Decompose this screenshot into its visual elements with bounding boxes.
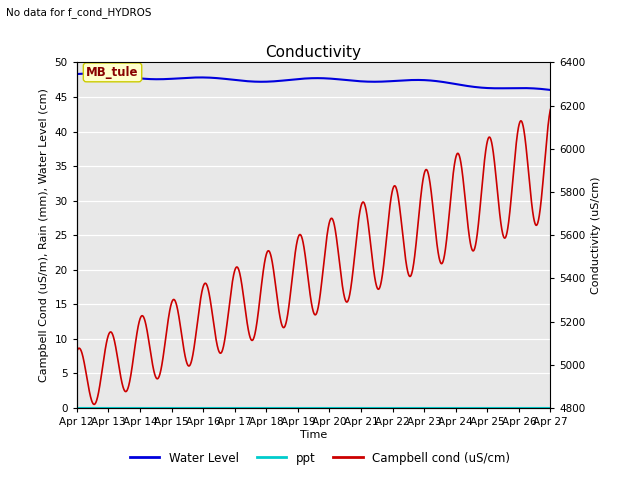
Title: Conductivity: Conductivity bbox=[266, 45, 362, 60]
Text: MB_tule: MB_tule bbox=[86, 66, 139, 79]
X-axis label: Time: Time bbox=[300, 430, 327, 440]
Legend: Water Level, ppt, Campbell cond (uS/cm): Water Level, ppt, Campbell cond (uS/cm) bbox=[125, 447, 515, 469]
Y-axis label: Conductivity (uS/cm): Conductivity (uS/cm) bbox=[591, 177, 601, 294]
Text: No data for f_cond_HYDROS: No data for f_cond_HYDROS bbox=[6, 7, 152, 18]
Y-axis label: Campbell Cond (uS/m), Rain (mm), Water Level (cm): Campbell Cond (uS/m), Rain (mm), Water L… bbox=[39, 88, 49, 382]
